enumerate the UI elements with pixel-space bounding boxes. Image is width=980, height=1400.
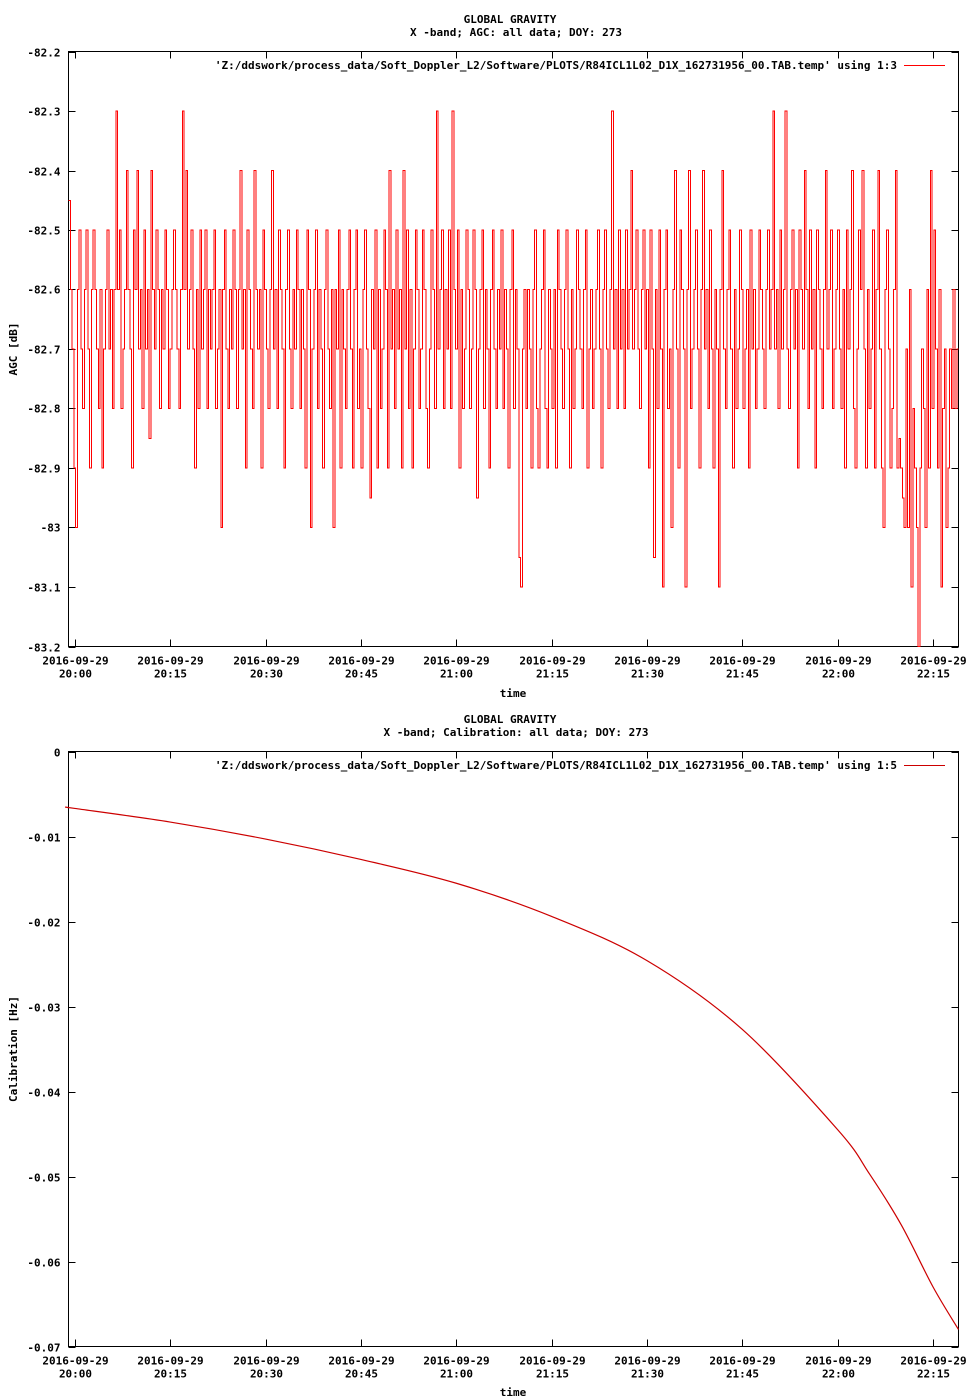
calibration-series-line xyxy=(65,806,960,1330)
agc-x-tick-time: 21:45 xyxy=(726,668,759,681)
agc-legend: 'Z:/ddswork/process_data/Soft_Doppler_L2… xyxy=(215,59,945,72)
agc-y-tick-label: -82.2 xyxy=(27,47,60,60)
agc-y-tick-label: -82.6 xyxy=(27,284,60,297)
agc-y-axis: -82.2 -82.3 -82.4 -82.5 -82.6 -82.7 -82.8 -82.9… xyxy=(27,47,959,655)
agc-legend-label: 'Z:/ddswork/process_data/Soft_Doppler_L2… xyxy=(215,59,897,72)
calibration-x-tick-date: 2016-09-29 xyxy=(519,1355,585,1368)
agc-y-tick-label: -82.9 xyxy=(27,463,60,476)
agc-y-tick-label: -83.2 xyxy=(27,642,60,655)
agc-x-tick-date: 2016-09-29 xyxy=(423,655,489,668)
calibration-y-axis: 0 -0.01 -0.02 -0.03 -0.04 -0.05 -0.06 -0.07 xyxy=(27,747,959,1355)
agc-y-axis-label: AGC [dB] xyxy=(7,323,20,376)
calibration-x-tick-date: 2016-09-29 xyxy=(709,1355,775,1368)
calibration-plot-frame xyxy=(68,751,959,1347)
calibration-y-tick-label: -0.01 xyxy=(27,832,60,845)
agc-x-tick-time: 22:00 xyxy=(822,668,855,681)
calibration-chart-subtitle: X -band; Calibration: all data; DOY: 273 xyxy=(384,726,649,739)
agc-y-tick-label: -82.4 xyxy=(27,166,60,179)
calibration-x-tick-time: 21:00 xyxy=(440,1368,473,1381)
agc-chart: GLOBAL GRAVITY X -band; AGC: all data; D… xyxy=(7,13,967,700)
agc-x-tick-date: 2016-09-29 xyxy=(709,655,775,668)
calibration-x-tick-time: 21:30 xyxy=(631,1368,664,1381)
calibration-x-tick-date: 2016-09-29 xyxy=(900,1355,966,1368)
agc-x-tick-time: 20:30 xyxy=(250,668,283,681)
calibration-x-tick-time: 22:15 xyxy=(917,1368,950,1381)
calibration-legend: 'Z:/ddswork/process_data/Soft_Doppler_L2… xyxy=(215,759,945,772)
calibration-x-tick-time: 22:00 xyxy=(822,1368,855,1381)
calibration-y-tick-label: -0.06 xyxy=(27,1257,60,1270)
agc-x-axis-label: time xyxy=(500,687,527,700)
calibration-chart-title: GLOBAL GRAVITY xyxy=(464,713,557,726)
calibration-x-tick-date: 2016-09-29 xyxy=(423,1355,489,1368)
calibration-x-tick-date: 2016-09-29 xyxy=(328,1355,394,1368)
agc-y-tick-label: -82.8 xyxy=(27,403,60,416)
calibration-x-tick-date: 2016-09-29 xyxy=(805,1355,871,1368)
agc-x-tick-time: 20:15 xyxy=(154,668,187,681)
calibration-x-tick-time: 20:15 xyxy=(154,1368,187,1381)
agc-y-tick-label: -82.5 xyxy=(27,225,60,238)
calibration-y-tick-label: -0.02 xyxy=(27,917,60,930)
calibration-x-tick-time: 20:45 xyxy=(345,1368,378,1381)
calibration-x-tick-date: 2016-09-29 xyxy=(42,1355,108,1368)
calibration-y-tick-label: -0.04 xyxy=(27,1087,60,1100)
calibration-y-tick-label: -0.05 xyxy=(27,1172,60,1185)
calibration-x-axis: 2016-09-2920:002016-09-2920:152016-09-29… xyxy=(42,751,967,1381)
calibration-x-tick-time: 21:45 xyxy=(726,1368,759,1381)
agc-x-tick-date: 2016-09-29 xyxy=(42,655,108,668)
agc-y-tick-label: -83 xyxy=(41,522,61,535)
agc-x-tick-date: 2016-09-29 xyxy=(233,655,299,668)
agc-y-tick-label: -83.1 xyxy=(27,582,60,595)
calibration-y-axis-label: Calibration [Hz] xyxy=(7,996,20,1102)
agc-chart-title: GLOBAL GRAVITY xyxy=(464,13,557,26)
agc-x-axis: 2016-09-2920:002016-09-2920:152016-09-29… xyxy=(42,51,967,681)
calibration-y-tick-label: -0.03 xyxy=(27,1002,60,1015)
calibration-legend-label: 'Z:/ddswork/process_data/Soft_Doppler_L2… xyxy=(215,759,897,772)
calibration-y-tick-label: 0 xyxy=(54,747,61,760)
agc-x-tick-time: 21:15 xyxy=(536,668,569,681)
agc-x-tick-date: 2016-09-29 xyxy=(328,655,394,668)
agc-x-tick-time: 21:00 xyxy=(440,668,473,681)
agc-x-tick-date: 2016-09-29 xyxy=(900,655,966,668)
calibration-x-tick-date: 2016-09-29 xyxy=(614,1355,680,1368)
calibration-x-tick-time: 20:30 xyxy=(250,1368,283,1381)
agc-x-tick-date: 2016-09-29 xyxy=(519,655,585,668)
agc-y-tick-label: -82.7 xyxy=(27,344,60,357)
agc-x-tick-date: 2016-09-29 xyxy=(137,655,203,668)
agc-chart-subtitle: X -band; AGC: all data; DOY: 273 xyxy=(410,26,622,39)
calibration-chart: GLOBAL GRAVITY X -band; Calibration: all… xyxy=(7,713,967,1399)
agc-x-tick-date: 2016-09-29 xyxy=(614,655,680,668)
calibration-x-tick-time: 21:15 xyxy=(536,1368,569,1381)
agc-x-tick-time: 21:30 xyxy=(631,668,664,681)
calibration-x-tick-time: 20:00 xyxy=(59,1368,92,1381)
calibration-x-tick-date: 2016-09-29 xyxy=(233,1355,299,1368)
agc-x-tick-time: 22:15 xyxy=(917,668,950,681)
agc-x-tick-date: 2016-09-29 xyxy=(805,655,871,668)
calibration-x-tick-date: 2016-09-29 xyxy=(137,1355,203,1368)
calibration-x-axis-label: time xyxy=(500,1386,527,1399)
agc-x-tick-time: 20:00 xyxy=(59,668,92,681)
agc-x-tick-time: 20:45 xyxy=(345,668,378,681)
calibration-y-tick-label: -0.07 xyxy=(27,1342,60,1355)
agc-series-line xyxy=(68,110,959,647)
agc-y-tick-label: -82.3 xyxy=(27,106,60,119)
